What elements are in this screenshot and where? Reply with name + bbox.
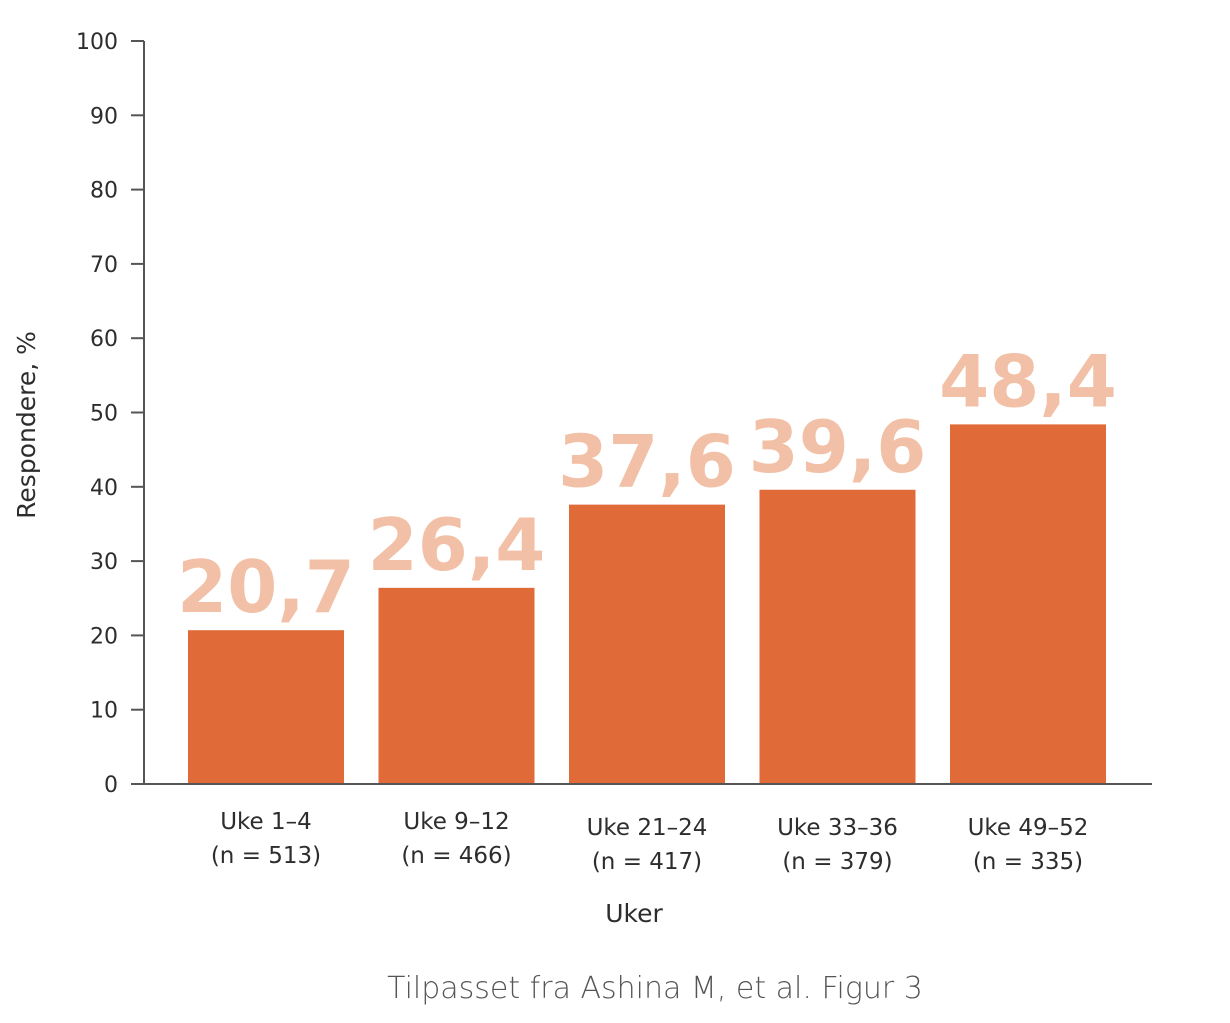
x-category-label: (n = 379) <box>782 849 892 875</box>
x-category-label: Uke 21–24 <box>587 815 708 841</box>
bar-value-label: 37,6 <box>558 420 736 504</box>
x-category-label: Uke 33–36 <box>777 815 898 841</box>
y-tick-label: 80 <box>90 179 118 204</box>
x-axis-title: Uker <box>605 899 663 928</box>
y-tick-label: 0 <box>104 773 118 798</box>
x-category-label: (n = 335) <box>973 849 1083 875</box>
x-category-label: Uke 9–12 <box>403 809 509 835</box>
y-tick-label: 30 <box>90 550 118 575</box>
y-tick-label: 100 <box>76 30 118 55</box>
x-category-label: (n = 513) <box>211 843 321 869</box>
y-tick-label: 20 <box>90 624 118 649</box>
x-category-label: Uke 1–4 <box>220 809 312 835</box>
y-tick-label: 90 <box>90 104 118 129</box>
bar-value-label: 20,7 <box>177 545 355 629</box>
source-caption: Tilpasset fra Ashina M, et al. Figur 3 <box>387 971 923 1006</box>
bars <box>188 424 1106 784</box>
bar-value-label: 39,6 <box>749 405 927 489</box>
x-category-label: Uke 49–52 <box>968 815 1089 841</box>
x-category-label: (n = 417) <box>592 849 702 875</box>
y-tick-label: 60 <box>90 327 118 352</box>
y-tick-label: 50 <box>90 402 118 427</box>
x-axis-category-labels: Uke 1–4 (n = 513) Uke 9–12 (n = 466) Uke 21–… <box>211 809 1089 875</box>
y-axis-ticks: 0 10 20 30 40 50 60 70 80 90 100 <box>76 30 144 798</box>
y-axis-title: Respondere, % <box>12 331 41 519</box>
y-tick-label: 10 <box>90 699 118 724</box>
bar-value-label: 48,4 <box>939 339 1117 423</box>
y-tick-label: 70 <box>90 253 118 278</box>
x-category-label: (n = 466) <box>401 843 511 869</box>
bar <box>759 489 916 784</box>
bar <box>569 504 725 784</box>
bar <box>188 630 344 784</box>
bar <box>950 424 1106 784</box>
y-tick-label: 40 <box>90 476 118 501</box>
value-labels: 20,726,437,6 39,648,4 <box>177 339 1117 629</box>
bar <box>378 587 535 784</box>
bar-value-label: 26,4 <box>368 503 546 587</box>
